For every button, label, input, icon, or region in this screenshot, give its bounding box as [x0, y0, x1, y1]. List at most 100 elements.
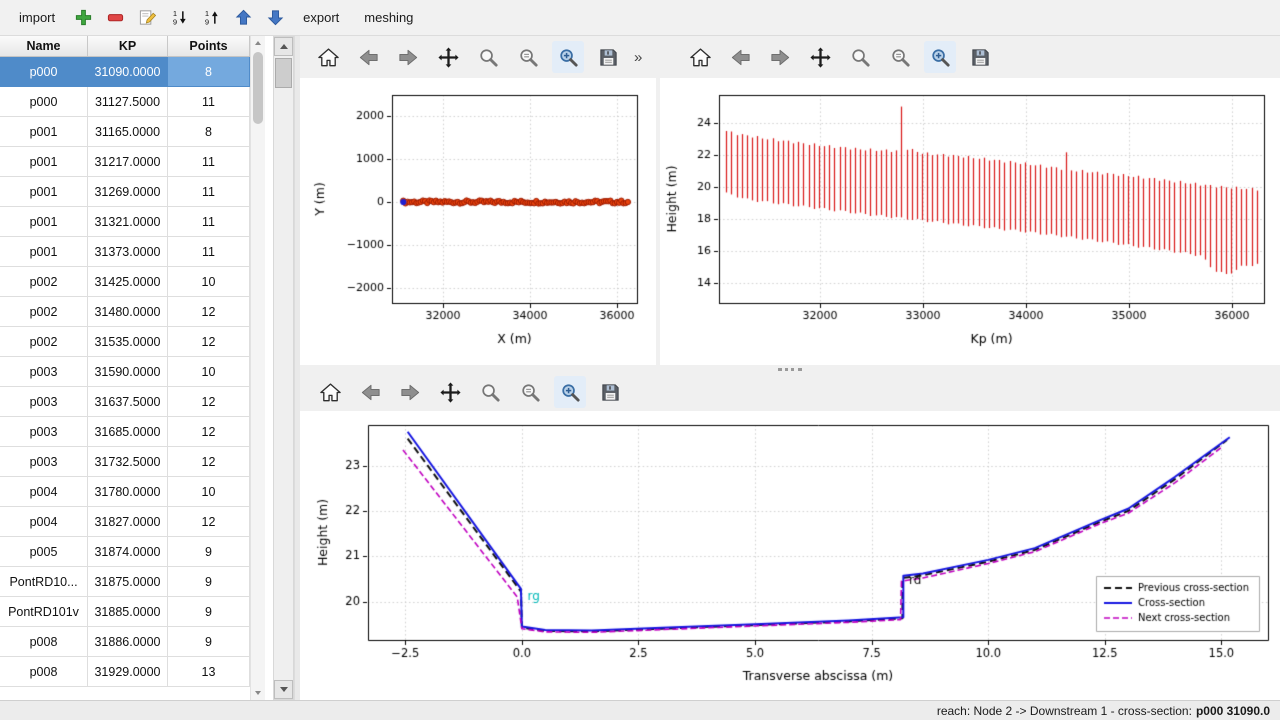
zoom-rect-button[interactable] [554, 376, 586, 408]
cell-points[interactable]: 11 [168, 237, 250, 267]
table-row[interactable]: PontRD101v 31885.0000 9 [0, 597, 250, 627]
cell-name[interactable]: p008 [0, 657, 88, 687]
cell-points[interactable]: 9 [168, 627, 250, 657]
cell-points[interactable]: 12 [168, 417, 250, 447]
home-button[interactable] [312, 41, 344, 73]
cell-name[interactable]: PontRD101v [0, 597, 88, 627]
cell-name[interactable]: p002 [0, 267, 88, 297]
zoom-options-button[interactable] [514, 376, 546, 408]
cell-kp[interactable]: 31165.0000 [88, 117, 168, 147]
cell-points[interactable]: 9 [168, 567, 250, 597]
zoom-button[interactable] [844, 41, 876, 73]
cell-points[interactable]: 9 [168, 537, 250, 567]
table-row[interactable]: p001 31165.0000 8 [0, 117, 250, 147]
cell-points[interactable]: 10 [168, 357, 250, 387]
table-row[interactable]: p000 31127.5000 11 [0, 87, 250, 117]
table-row[interactable]: p001 31269.0000 11 [0, 177, 250, 207]
pan-button[interactable] [434, 376, 466, 408]
scroll-down-icon[interactable] [251, 687, 265, 699]
cell-kp[interactable]: 31269.0000 [88, 177, 168, 207]
cell-points[interactable]: 11 [168, 207, 250, 237]
cell-points[interactable]: 9 [168, 597, 250, 627]
cell-kp[interactable]: 31090.0000 [88, 57, 168, 87]
save-button[interactable] [594, 376, 626, 408]
forward-button[interactable] [392, 41, 424, 73]
cell-kp[interactable]: 31929.0000 [88, 657, 168, 687]
table-row[interactable]: p005 31874.0000 9 [0, 537, 250, 567]
cell-kp[interactable]: 31685.0000 [88, 417, 168, 447]
table-row[interactable]: p000 31090.0000 8 [0, 57, 250, 87]
cell-name[interactable]: p001 [0, 147, 88, 177]
cell-name[interactable]: p003 [0, 357, 88, 387]
table-row[interactable]: p002 31425.0000 10 [0, 267, 250, 297]
zoom-rect-button[interactable] [924, 41, 956, 73]
zoom-options-button[interactable] [884, 41, 916, 73]
cell-kp[interactable]: 31637.5000 [88, 387, 168, 417]
edit-button[interactable] [133, 4, 161, 32]
export-button[interactable]: export [303, 10, 340, 25]
cell-name[interactable]: p003 [0, 417, 88, 447]
cell-name[interactable]: p003 [0, 387, 88, 417]
table-row[interactable]: p003 31590.0000 10 [0, 357, 250, 387]
cell-points[interactable]: 11 [168, 87, 250, 117]
cell-kp[interactable]: 31425.0000 [88, 267, 168, 297]
add-button[interactable] [69, 4, 97, 32]
move-up-button[interactable] [229, 4, 257, 32]
cell-kp[interactable]: 31732.5000 [88, 447, 168, 477]
cell-name[interactable]: p004 [0, 507, 88, 537]
forward-button[interactable] [764, 41, 796, 73]
table-scrollbar[interactable] [250, 36, 265, 700]
pan-button[interactable] [432, 41, 464, 73]
cell-name[interactable]: p005 [0, 537, 88, 567]
back-button[interactable] [352, 41, 384, 73]
table-row[interactable]: p003 31732.5000 12 [0, 447, 250, 477]
cell-kp[interactable]: 31535.0000 [88, 327, 168, 357]
cell-name[interactable]: p008 [0, 627, 88, 657]
scroll-up-button[interactable] [274, 37, 293, 56]
cell-points[interactable]: 12 [168, 387, 250, 417]
cell-kp[interactable]: 31217.0000 [88, 147, 168, 177]
forward-button[interactable] [394, 376, 426, 408]
cell-points[interactable]: 12 [168, 327, 250, 357]
cell-points[interactable]: 12 [168, 447, 250, 477]
cell-kp[interactable]: 31875.0000 [88, 567, 168, 597]
scroll-down-button[interactable] [274, 680, 293, 699]
scroll-up-icon[interactable] [251, 37, 265, 49]
zoom-button[interactable] [472, 41, 504, 73]
cell-name[interactable]: p001 [0, 237, 88, 267]
cell-name[interactable]: PontRD10... [0, 567, 88, 597]
table-row[interactable]: p008 31929.0000 13 [0, 657, 250, 687]
cell-points[interactable]: 11 [168, 147, 250, 177]
cell-points[interactable]: 8 [168, 117, 250, 147]
cell-kp[interactable]: 31886.0000 [88, 627, 168, 657]
horizontal-splitter[interactable] [300, 365, 1280, 373]
cell-kp[interactable]: 31590.0000 [88, 357, 168, 387]
zoom-button[interactable] [474, 376, 506, 408]
cell-name[interactable]: p001 [0, 207, 88, 237]
move-down-button[interactable] [261, 4, 289, 32]
table-row[interactable]: p001 31217.0000 11 [0, 147, 250, 177]
cell-name[interactable]: p002 [0, 327, 88, 357]
table-row[interactable]: PontRD10... 31875.0000 9 [0, 567, 250, 597]
table-row[interactable]: p002 31535.0000 12 [0, 327, 250, 357]
pan-button[interactable] [804, 41, 836, 73]
vertical-splitter[interactable] [294, 36, 300, 700]
cell-kp[interactable]: 31127.5000 [88, 87, 168, 117]
table-row[interactable]: p004 31780.0000 10 [0, 477, 250, 507]
table-row[interactable]: p004 31827.0000 12 [0, 507, 250, 537]
cell-points[interactable]: 8 [168, 57, 250, 87]
save-button[interactable] [592, 41, 624, 73]
cell-points[interactable]: 12 [168, 297, 250, 327]
toolbar-overflow-chevron[interactable]: » [634, 48, 643, 66]
cell-points[interactable]: 11 [168, 177, 250, 207]
home-button[interactable] [684, 41, 716, 73]
cell-name[interactable]: p001 [0, 117, 88, 147]
column-header-points[interactable]: Points [168, 36, 250, 56]
cell-name[interactable]: p000 [0, 57, 88, 87]
cell-kp[interactable]: 31780.0000 [88, 477, 168, 507]
cell-kp[interactable]: 31885.0000 [88, 597, 168, 627]
panel-scrollbar-thumb[interactable] [275, 58, 292, 88]
table-row[interactable]: p001 31321.0000 11 [0, 207, 250, 237]
